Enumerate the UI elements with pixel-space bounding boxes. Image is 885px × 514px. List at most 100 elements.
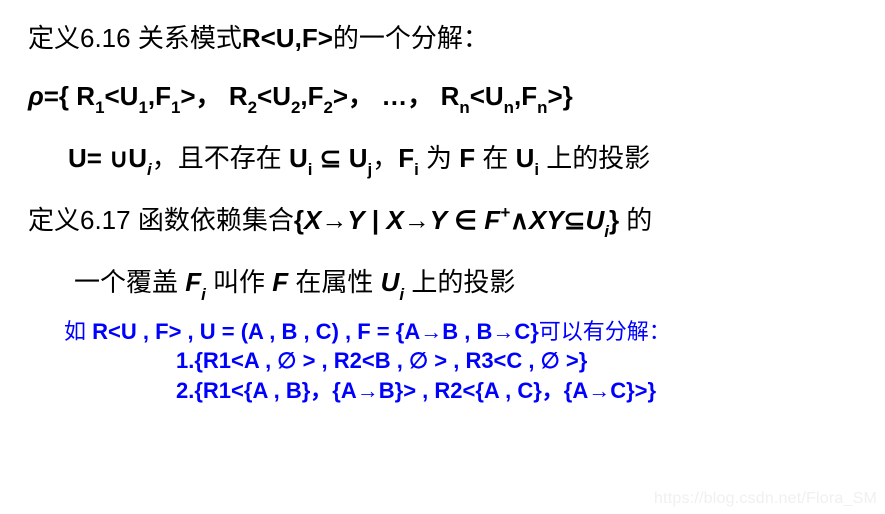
- bar: |: [365, 205, 387, 235]
- sym-gt: >: [333, 81, 348, 111]
- sym-X: X: [386, 205, 403, 235]
- sym-gt: >: [547, 81, 562, 111]
- sub-i: i: [604, 222, 609, 241]
- sep: ，: [196, 81, 222, 111]
- u-def: U = (A , B , C): [200, 319, 339, 344]
- sym-arrow: →: [492, 319, 514, 344]
- rho-definition: ρ={ R1<U1,F1>， R2<U2,F2>， …， Rn<Un,Fn>}: [28, 76, 857, 116]
- sym-empty: ∅: [541, 348, 560, 373]
- sym-U: U: [349, 143, 368, 173]
- sym-F: F: [308, 81, 324, 111]
- sep: ，: [407, 81, 433, 111]
- text: B}> , R2<{A , C}，{A: [379, 378, 588, 403]
- sym-lt: <: [261, 23, 276, 53]
- sym-gt: >: [180, 81, 195, 111]
- sym-Y: Y: [546, 205, 563, 235]
- sub-j: j: [367, 160, 372, 179]
- f-def: B , B: [442, 319, 492, 344]
- text: 可以有分解：: [539, 319, 671, 344]
- sub-n: n: [459, 98, 469, 117]
- cover-line: 一个覆盖 Fi 叫作 F 在属性 Ui 上的投影: [28, 262, 857, 302]
- sym-lt: <: [470, 81, 485, 111]
- sub-1: 1: [95, 98, 104, 117]
- text: 在属性: [288, 267, 380, 297]
- sym-subset: ⊆: [320, 143, 342, 173]
- sym-U: U: [585, 205, 604, 235]
- sym-subset: ⊆: [564, 205, 586, 235]
- example-block: 如 R<U , F> , U = (A , B , C) , F = {A→B …: [28, 317, 857, 406]
- sym-U: U: [272, 81, 291, 111]
- sym-U: U: [381, 267, 400, 297]
- sym-U: U: [485, 81, 504, 111]
- f-def: F = {A: [357, 319, 420, 344]
- definition-6-17: 定义6.17 函数依赖集合{X→Y | X→Y ∈ F+∧XY⊆Ui} 的: [28, 200, 857, 240]
- sub-i: i: [201, 285, 206, 304]
- sym-lt: <: [257, 81, 272, 111]
- text: 的一个分解：: [333, 23, 489, 53]
- sym-U: U: [68, 143, 87, 173]
- example-line-2: 1.{R1<A , ∅ > , R2<B , ∅ > , R3<C , ∅ >}: [64, 346, 857, 376]
- sym-F: F: [185, 267, 201, 297]
- sub-i: i: [308, 160, 313, 179]
- sym-arrow: →: [404, 205, 430, 235]
- sym-wedge: ∧: [510, 205, 529, 235]
- sym-rho: ρ: [28, 81, 44, 111]
- u-condition: U= ∪Ui，且不存在 Ui ⊆ Uj，Fi 为 F 在 Ui 上的投影: [28, 138, 857, 178]
- watermark: https://blog.csdn.net/Flora_SM: [654, 490, 877, 508]
- sym-R: R: [441, 81, 460, 111]
- sub-i: i: [399, 285, 404, 304]
- sym-arrow: →: [588, 378, 610, 403]
- sym-Y: Y: [430, 205, 447, 235]
- c: ,: [137, 319, 155, 344]
- text: 上的投影: [539, 143, 650, 173]
- sub-2: 2: [324, 98, 333, 117]
- sym-X: X: [304, 205, 321, 235]
- c: ,: [181, 319, 199, 344]
- sym-comma: ,: [148, 81, 155, 111]
- sym-U: U: [516, 143, 535, 173]
- sym-gt: >: [169, 319, 182, 344]
- text: 上的投影: [404, 267, 515, 297]
- sub-i: i: [534, 160, 539, 179]
- sym-F: F: [521, 81, 537, 111]
- open: {: [294, 205, 304, 235]
- sym-U: U: [121, 319, 137, 344]
- sym-R: R: [92, 319, 108, 344]
- sym-empty: ∅: [277, 348, 296, 373]
- sub-1: 1: [171, 98, 180, 117]
- text: 定义6.17 函数依赖集合: [28, 205, 294, 235]
- sym-F: F: [155, 81, 171, 111]
- sep: ，: [372, 143, 398, 173]
- close: }: [609, 205, 619, 235]
- sub-n: n: [504, 98, 514, 117]
- sep: ，: [348, 81, 374, 111]
- text: ，且不存在: [152, 143, 289, 173]
- sym-in: ∈: [454, 205, 477, 235]
- eq: =: [87, 143, 109, 173]
- sym-F: F: [484, 205, 500, 235]
- text: 如: [64, 319, 92, 344]
- dots: …: [381, 81, 407, 111]
- sym-arrow: →: [321, 205, 347, 235]
- sym-R: R: [242, 23, 261, 53]
- sym-F: F: [155, 319, 168, 344]
- text: C}>}: [610, 378, 656, 403]
- sub-2: 2: [291, 98, 300, 117]
- sym-gt: >: [318, 23, 333, 53]
- sym-X: X: [529, 205, 546, 235]
- sub-n: n: [537, 98, 547, 117]
- f-def: C}: [514, 319, 538, 344]
- text: > , R2<B ,: [296, 348, 409, 373]
- sub-2: 2: [248, 98, 257, 117]
- sym-subset: [312, 143, 319, 173]
- sym-R: R: [76, 81, 95, 111]
- sym-union: ∪: [109, 143, 128, 173]
- sup-plus: +: [500, 203, 510, 222]
- text: >}: [560, 348, 588, 373]
- definition-6-16: 定义6.16 关系模式R<U,F>的一个分解：: [28, 22, 857, 56]
- sym-F: F: [302, 23, 318, 53]
- sub-1: 1: [138, 98, 147, 117]
- sym-arrow: →: [420, 319, 442, 344]
- sym-F: F: [398, 143, 414, 173]
- text: ={: [44, 81, 77, 111]
